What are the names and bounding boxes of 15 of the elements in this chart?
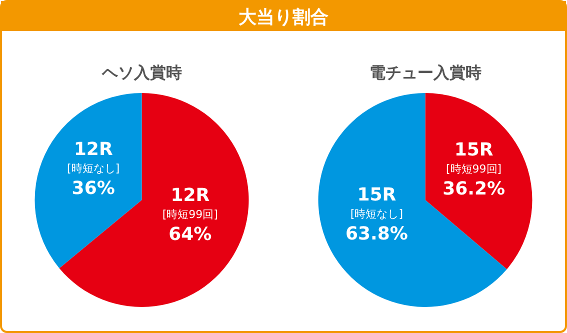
data-label: 64%	[168, 224, 212, 245]
chart-title: ヘソ入賞時	[100, 63, 182, 82]
chart-title: 電チュー入賞時	[369, 63, 482, 82]
slice-label: 12R [時短なし]	[67, 139, 120, 176]
slice-label: 15R [時短なし]	[350, 184, 403, 220]
pie-slice	[425, 93, 532, 270]
pie-slice	[318, 93, 507, 307]
text: 大当り割合	[238, 7, 328, 28]
pie-slice	[34, 93, 142, 268]
data-label: 63.8%	[345, 223, 408, 244]
pie-slice	[59, 93, 249, 307]
slice-label: 15R [時短99回]	[446, 140, 502, 176]
data-label: 36.2%	[442, 178, 506, 200]
slice-label: 12R [時短99回]	[162, 184, 218, 221]
data-label: 36%	[72, 178, 115, 200]
